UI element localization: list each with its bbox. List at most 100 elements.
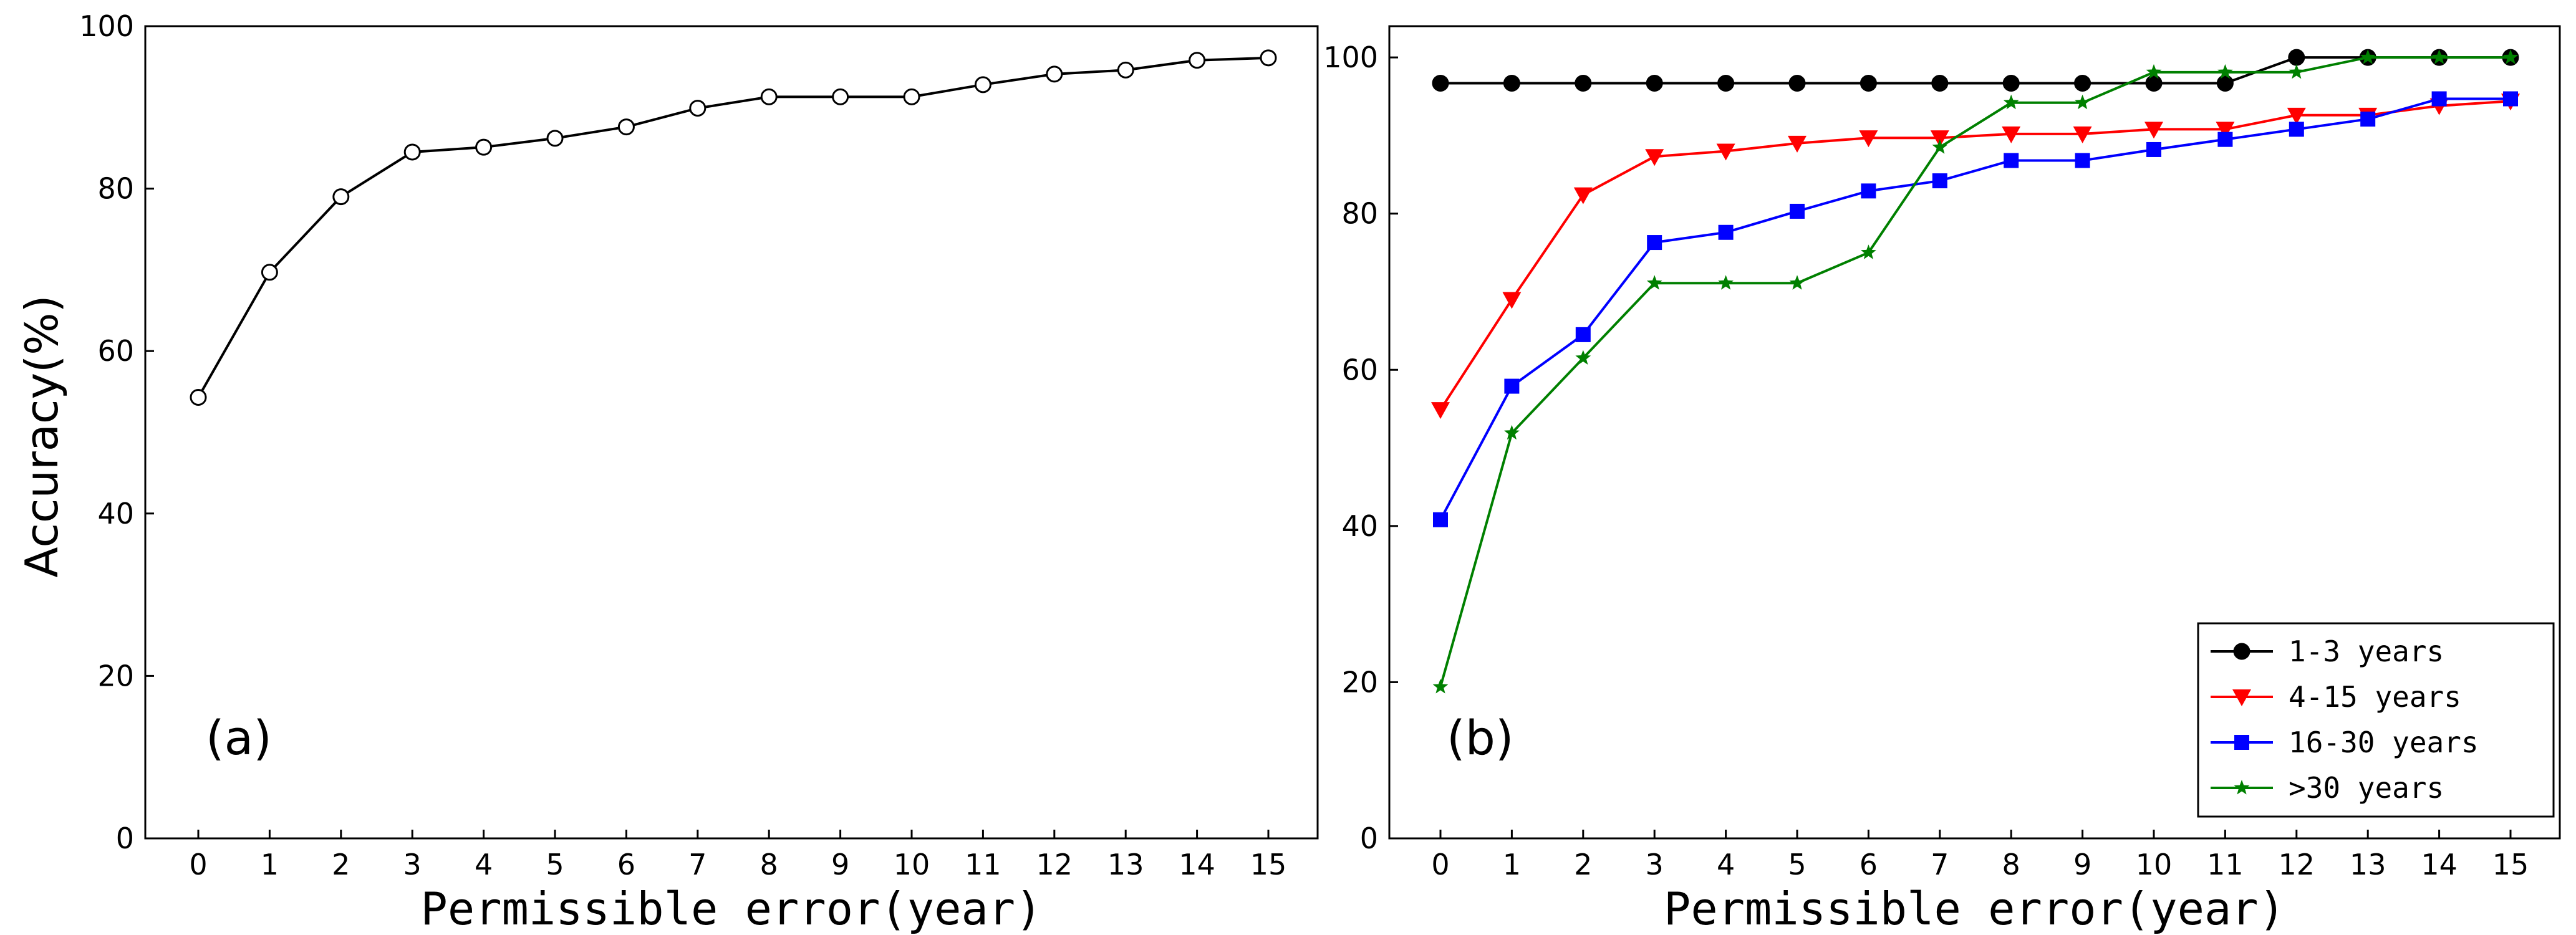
- legend-item: 16-30 years: [2211, 726, 2479, 759]
- data-point: [1046, 65, 1063, 83]
- series-overall: [190, 49, 1277, 406]
- series-line: [197, 56, 1269, 398]
- data-point: [2287, 107, 2306, 125]
- x-tick-label: 11: [965, 848, 1001, 881]
- data-point: [2145, 74, 2163, 92]
- data-point: [974, 76, 991, 94]
- series-4-15-years: [1431, 94, 2520, 420]
- y-tick-label: 80: [97, 172, 134, 206]
- y-tick-label: 80: [1341, 197, 1378, 231]
- data-point: [1930, 130, 1949, 148]
- x-tick-label: 1: [261, 848, 279, 881]
- data-point: [1932, 173, 1947, 189]
- legend-marker: [2234, 735, 2249, 750]
- legend-marker: [2233, 643, 2250, 660]
- data-point: [2289, 64, 2305, 79]
- data-point: [1504, 378, 1520, 394]
- data-point: [1789, 275, 1805, 290]
- data-point: [2216, 74, 2234, 92]
- data-point: [1932, 139, 1948, 154]
- x-tick-label: 7: [1931, 848, 1949, 881]
- data-point: [2146, 64, 2162, 79]
- y-tick-label: 100: [1323, 41, 1378, 74]
- x-tick-label: 13: [2350, 848, 2386, 881]
- data-point: [1646, 74, 1663, 92]
- data-point: [1718, 275, 1734, 290]
- data-point: [2288, 49, 2305, 66]
- y-tick-label: 60: [97, 334, 134, 368]
- data-point: [1931, 74, 1949, 92]
- data-point: [2146, 141, 2161, 157]
- data-point: [2144, 122, 2163, 139]
- x-tick-label: 6: [617, 848, 635, 881]
- data-point: [1575, 350, 1591, 365]
- x-tick-label: 10: [2136, 848, 2173, 881]
- legend-item: 4-15 years: [2211, 680, 2461, 714]
- data-point: [2075, 153, 2090, 168]
- x-tick-label: 2: [1574, 848, 1592, 881]
- legend-label: 16-30 years: [2289, 726, 2479, 759]
- x-tick-label: 0: [189, 848, 207, 881]
- y-tick-label: 20: [97, 659, 134, 693]
- data-point: [2431, 49, 2447, 64]
- legend-item: 1-3 years: [2211, 635, 2444, 668]
- data-point: [2503, 91, 2518, 107]
- data-point: [1717, 74, 1735, 92]
- x-tick-label: 0: [1431, 848, 1449, 881]
- x-tick-label: 15: [2492, 848, 2529, 881]
- data-point: [2360, 49, 2376, 64]
- data-point: [1432, 74, 1449, 92]
- x-tick-label: 6: [1860, 848, 1878, 881]
- legend: 1-3 years 4-15 years 16-30 years >30 years: [2197, 622, 2555, 818]
- data-point: [2431, 91, 2447, 107]
- data-point: [1861, 183, 1876, 199]
- y-axis-title: Accuracy(%): [16, 295, 68, 577]
- data-point: [903, 88, 920, 105]
- data-point: [2289, 122, 2304, 137]
- data-point: [2217, 132, 2233, 147]
- legend-marker: [2234, 780, 2250, 795]
- data-point: [2502, 49, 2519, 64]
- data-point: [832, 88, 849, 105]
- x-axis-title: Permissible error(year): [421, 883, 1043, 935]
- x-tick-label: 5: [1788, 848, 1806, 881]
- data-point: [2003, 94, 2019, 110]
- series-line: [1440, 56, 2511, 85]
- x-tick-label: 14: [2421, 848, 2458, 881]
- data-point: [1575, 327, 1591, 342]
- y-tick-label: 40: [97, 497, 134, 530]
- data-point: [190, 388, 207, 406]
- data-point: [1716, 143, 1735, 161]
- y-tick-label: 100: [79, 9, 134, 43]
- legend-box: [2197, 622, 2555, 818]
- legend-label: 1-3 years: [2289, 635, 2444, 668]
- data-point: [403, 143, 421, 161]
- series-16-30-years: [1433, 91, 2518, 527]
- data-point: [2004, 153, 2019, 168]
- data-point: [1432, 678, 1449, 694]
- data-point: [1645, 149, 1664, 166]
- x-tick-label: 4: [475, 848, 493, 881]
- x-tick-label: 9: [2073, 848, 2091, 881]
- x-tick-label: 3: [403, 848, 422, 881]
- x-tick-label: 3: [1646, 848, 1664, 881]
- data-point: [1573, 187, 1593, 204]
- x-tick-label: 10: [894, 848, 930, 881]
- series-1-3-years: [1432, 49, 2519, 92]
- x-tick-label: 9: [831, 848, 849, 881]
- x-tick-label: 14: [1179, 848, 1215, 881]
- y-tick-label: 0: [1360, 822, 1378, 855]
- data-point: [2073, 126, 2092, 143]
- data-point: [2360, 112, 2376, 127]
- series-line: [1439, 56, 2511, 688]
- legend-marker: [2232, 689, 2251, 706]
- data-point: [1859, 130, 1878, 148]
- x-tick-label: 2: [332, 848, 350, 881]
- legend-label: >30 years: [2289, 771, 2444, 805]
- data-point: [1646, 275, 1662, 290]
- data-point: [1861, 244, 1876, 259]
- plot-frame: [1388, 25, 2561, 840]
